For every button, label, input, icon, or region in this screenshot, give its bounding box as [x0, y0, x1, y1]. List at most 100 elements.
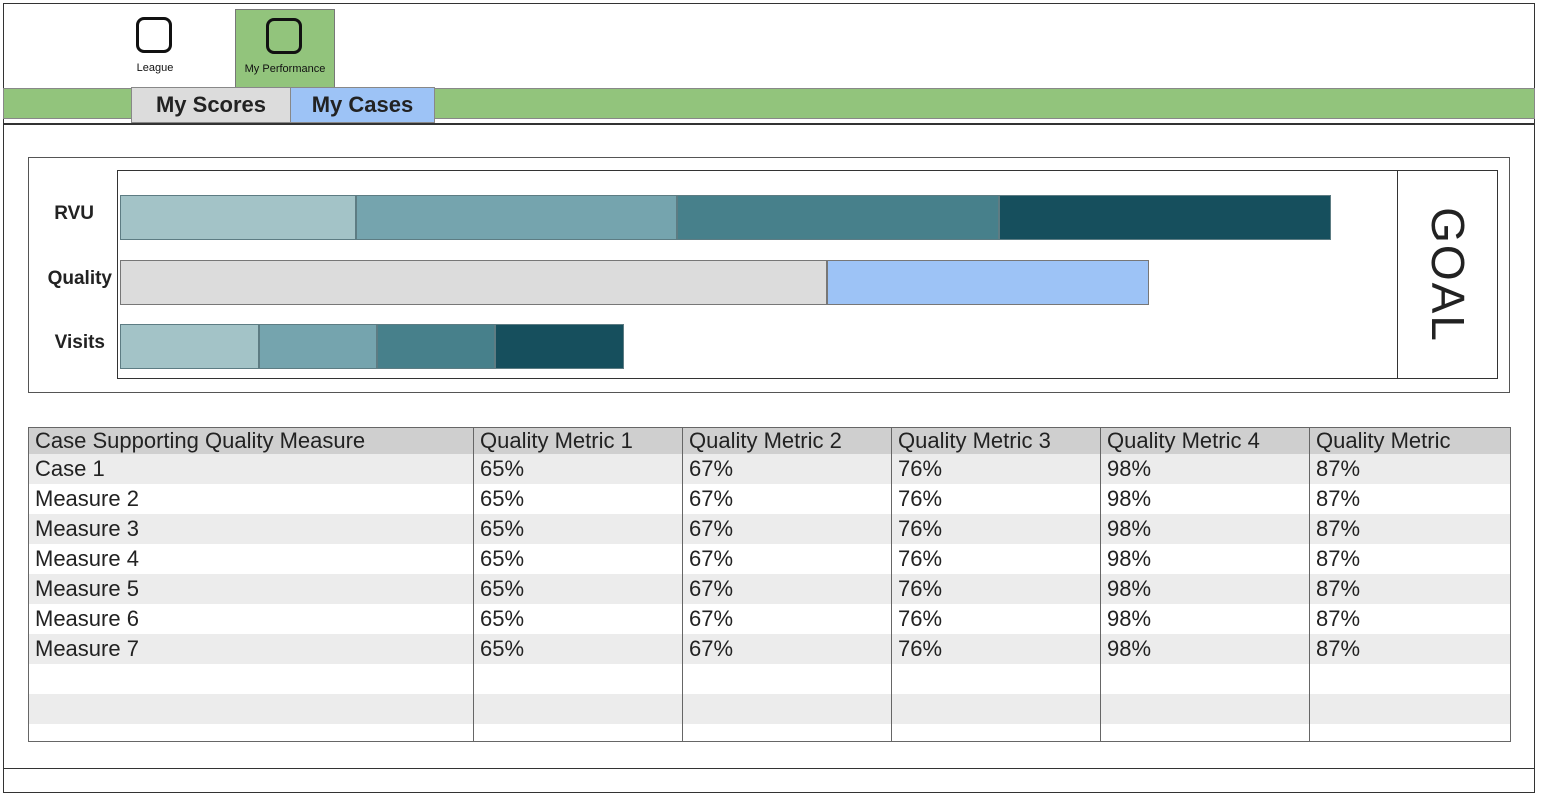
table-cell: 98%	[1100, 514, 1310, 544]
table-header-cell[interactable]: Quality Metric 4	[1100, 427, 1310, 454]
table-empty-cell	[682, 694, 892, 724]
table-header-cell[interactable]: Quality Metric 3	[891, 427, 1101, 454]
table-cell: 76%	[891, 634, 1101, 664]
table-empty-row	[28, 724, 1511, 742]
bar-segment-quality-2	[827, 260, 1149, 305]
table-row[interactable]: Measure 6 65% 67% 76% 98% 87%	[28, 604, 1511, 634]
chart-row-label-rvu: RVU	[54, 203, 94, 224]
table-cell: 98%	[1100, 634, 1310, 664]
table-empty-cell	[1100, 664, 1310, 694]
league-square-icon	[136, 17, 172, 53]
header-divider	[3, 123, 1535, 125]
table-empty-cell	[891, 724, 1101, 742]
goal-label: GOAL	[1421, 206, 1474, 343]
bar-segment-visits-3	[377, 324, 495, 369]
table-empty-cell	[28, 664, 474, 694]
table-cell: 98%	[1100, 574, 1310, 604]
table-header-cell[interactable]: Quality Metric 2	[682, 427, 892, 454]
table-row[interactable]: Measure 4 65% 67% 76% 98% 87%	[28, 544, 1511, 574]
table-empty-row	[28, 664, 1511, 694]
table-cell: 87%	[1309, 514, 1511, 544]
table-header-row: Case Supporting Quality Measure Quality …	[28, 427, 1511, 454]
table-empty-cell	[473, 694, 683, 724]
table-empty-cell	[891, 694, 1101, 724]
quality-measures-table: Case Supporting Quality Measure Quality …	[28, 427, 1511, 742]
table-cell: 87%	[1309, 484, 1511, 514]
table-empty-cell	[1100, 724, 1310, 742]
nav-league-label: League	[136, 62, 174, 74]
table-empty-cell	[473, 664, 683, 694]
table-cell: 87%	[1309, 574, 1511, 604]
bar-segment-visits-4	[495, 324, 624, 369]
table-empty-cell	[891, 664, 1101, 694]
table-empty-cell	[1309, 694, 1511, 724]
table-cell: 76%	[891, 484, 1101, 514]
my-performance-square-icon	[266, 18, 302, 54]
table-cell: 67%	[682, 544, 892, 574]
table-cell: 87%	[1309, 544, 1511, 574]
table-row[interactable]: Case 1 65% 67% 76% 98% 87%	[28, 454, 1511, 484]
table-cell: 65%	[473, 484, 683, 514]
table-cell: Measure 6	[28, 604, 474, 634]
table-empty-cell	[473, 724, 683, 742]
table-header-cell[interactable]: Case Supporting Quality Measure	[28, 427, 474, 454]
footer-divider	[3, 768, 1535, 769]
table-cell: 67%	[682, 634, 892, 664]
table-empty-cell	[1309, 724, 1511, 742]
table-cell: Measure 3	[28, 514, 474, 544]
table-cell: Measure 2	[28, 484, 474, 514]
table-empty-cell	[28, 694, 474, 724]
table-cell: 67%	[682, 574, 892, 604]
table-cell: Measure 4	[28, 544, 474, 574]
table-cell: 65%	[473, 514, 683, 544]
table-cell: 76%	[891, 574, 1101, 604]
table-cell: 65%	[473, 634, 683, 664]
performance-chart-panel	[28, 157, 1510, 393]
tab-my-cases[interactable]: My Cases	[290, 87, 435, 123]
bar-segment-visits-1	[120, 324, 260, 369]
table-empty-cell	[682, 664, 892, 694]
table-cell: 76%	[891, 454, 1101, 484]
table-row[interactable]: Measure 2 65% 67% 76% 98% 87%	[28, 484, 1511, 514]
table-header-cell[interactable]: Quality Metric	[1309, 427, 1511, 454]
nav-league-button[interactable]: League	[105, 9, 205, 88]
bar-segment-rvu-4	[998, 195, 1331, 240]
table-cell: Measure 7	[28, 634, 474, 664]
table-row[interactable]: Measure 3 65% 67% 76% 98% 87%	[28, 514, 1511, 544]
table-empty-row	[28, 694, 1511, 724]
table-cell: 67%	[682, 514, 892, 544]
tab-my-scores[interactable]: My Scores	[131, 87, 291, 123]
table-cell: 65%	[473, 454, 683, 484]
table-cell: 87%	[1309, 634, 1511, 664]
table-cell: 98%	[1100, 604, 1310, 634]
table-cell: 65%	[473, 574, 683, 604]
table-cell: 67%	[682, 484, 892, 514]
nav-my-performance-button[interactable]: My Performance	[235, 9, 335, 88]
table-cell: 65%	[473, 544, 683, 574]
bar-segment-rvu-3	[677, 195, 999, 240]
table-cell: 76%	[891, 544, 1101, 574]
table-cell: 87%	[1309, 604, 1511, 634]
table-row[interactable]: Measure 7 65% 67% 76% 98% 87%	[28, 634, 1511, 664]
table-cell: 98%	[1100, 544, 1310, 574]
table-cell: 67%	[682, 604, 892, 634]
table-header-cell[interactable]: Quality Metric 1	[473, 427, 683, 454]
bar-segment-rvu-2	[355, 195, 678, 240]
chart-row-label-visits: Visits	[54, 332, 105, 353]
app-frame	[3, 3, 1535, 793]
table-cell: 98%	[1100, 454, 1310, 484]
table-cell: 65%	[473, 604, 683, 634]
table-cell: 98%	[1100, 484, 1310, 514]
table-cell: 67%	[682, 454, 892, 484]
table-cell: 76%	[891, 514, 1101, 544]
bar-segment-quality-1	[120, 260, 828, 305]
table-cell: 76%	[891, 604, 1101, 634]
table-empty-cell	[1100, 694, 1310, 724]
chart-row-label-quality: Quality	[47, 268, 112, 289]
table-row[interactable]: Measure 5 65% 67% 76% 98% 87%	[28, 574, 1511, 604]
nav-my-performance-label: My Performance	[244, 63, 326, 75]
goal-panel: GOAL	[1397, 170, 1498, 379]
table-cell: Case 1	[28, 454, 474, 484]
table-empty-cell	[28, 724, 474, 742]
table-empty-cell	[682, 724, 892, 742]
